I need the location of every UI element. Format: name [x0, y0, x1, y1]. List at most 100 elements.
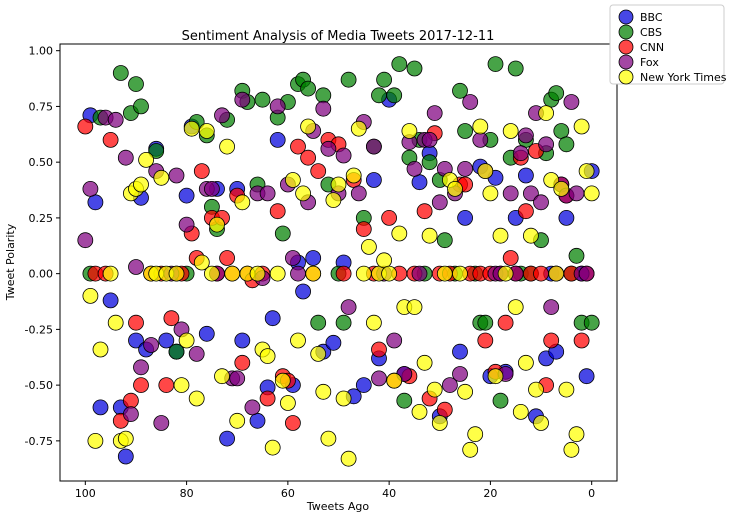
data-point — [426, 381, 443, 398]
data-point — [512, 145, 529, 162]
data-point — [234, 194, 251, 211]
data-point — [578, 265, 595, 282]
data-point — [153, 415, 170, 431]
data-point — [411, 174, 428, 191]
data-point — [492, 227, 509, 244]
data-point — [269, 203, 286, 220]
plot-area-frame — [59, 43, 618, 482]
data-point — [447, 180, 463, 197]
data-point — [558, 136, 575, 153]
data-point — [376, 252, 393, 269]
data-point — [573, 118, 590, 135]
data-point — [325, 192, 342, 209]
data-point — [482, 185, 499, 202]
data-point — [92, 399, 109, 416]
data-point — [249, 412, 266, 429]
data-point — [128, 259, 144, 275]
points-layer — [77, 56, 600, 467]
data-point — [148, 143, 165, 159]
data-point — [518, 203, 534, 220]
data-point — [583, 314, 600, 331]
data-point — [518, 127, 534, 144]
data-point — [365, 314, 382, 331]
data-point — [421, 131, 438, 148]
data-point — [492, 392, 509, 409]
data-point — [502, 123, 519, 139]
y-tick-label: 0.75 — [29, 100, 54, 113]
data-point — [305, 250, 322, 266]
data-point — [234, 91, 251, 108]
data-point — [193, 254, 210, 271]
data-point — [117, 149, 134, 166]
data-point — [391, 225, 408, 242]
data-point — [553, 180, 570, 197]
y-axis-label: Tweet Polarity — [4, 223, 17, 301]
data-point — [284, 415, 301, 431]
data-point — [198, 325, 215, 342]
data-point — [543, 332, 560, 349]
data-point — [77, 118, 94, 135]
data-point — [335, 147, 352, 164]
data-point — [502, 185, 519, 202]
data-point — [462, 441, 479, 458]
data-point — [234, 332, 251, 349]
x-axis-label: Tweets Ago — [306, 500, 369, 513]
data-point — [381, 265, 398, 282]
data-point — [416, 354, 433, 371]
data-point — [386, 332, 403, 349]
data-point — [350, 185, 367, 202]
data-point — [548, 265, 565, 282]
data-point — [128, 332, 144, 349]
data-point — [219, 138, 236, 155]
data-point — [77, 232, 94, 249]
data-point — [411, 403, 428, 420]
data-point — [543, 172, 560, 188]
data-point — [107, 314, 124, 331]
data-point — [386, 372, 403, 389]
data-point — [507, 299, 524, 316]
data-point — [269, 265, 286, 282]
data-point — [340, 450, 357, 467]
data-point — [518, 354, 534, 371]
data-point — [578, 163, 595, 180]
data-point — [269, 131, 286, 148]
data-point — [578, 368, 595, 385]
legend-label: New York Times — [640, 71, 727, 84]
data-point — [264, 439, 281, 456]
data-point — [345, 167, 362, 184]
data-point — [229, 370, 246, 387]
data-point — [178, 187, 195, 204]
data-point — [310, 163, 327, 180]
data-point — [548, 85, 565, 101]
data-point — [168, 265, 185, 282]
data-point — [553, 123, 570, 139]
data-point — [533, 194, 549, 211]
data-point — [188, 345, 205, 362]
data-point — [102, 131, 119, 148]
data-point — [406, 299, 423, 316]
data-point — [441, 377, 458, 394]
data-point — [284, 172, 301, 188]
data-point — [376, 71, 393, 88]
x-tick-label: 40 — [382, 487, 396, 500]
data-point — [457, 209, 474, 226]
x-tick-label: 0 — [588, 487, 595, 500]
data-point — [133, 98, 149, 115]
data-point — [274, 225, 291, 242]
data-point — [315, 87, 332, 104]
data-point — [153, 169, 170, 186]
data-point — [203, 265, 220, 282]
data-point — [563, 94, 580, 110]
data-point — [477, 332, 494, 349]
data-point — [523, 185, 539, 202]
data-point — [133, 377, 149, 394]
data-point — [371, 341, 387, 358]
data-point — [436, 265, 453, 282]
data-point — [411, 265, 428, 282]
legend-marker — [618, 54, 634, 70]
data-point — [300, 118, 317, 135]
data-point — [173, 377, 190, 394]
data-point — [214, 368, 230, 385]
data-point — [117, 430, 134, 447]
